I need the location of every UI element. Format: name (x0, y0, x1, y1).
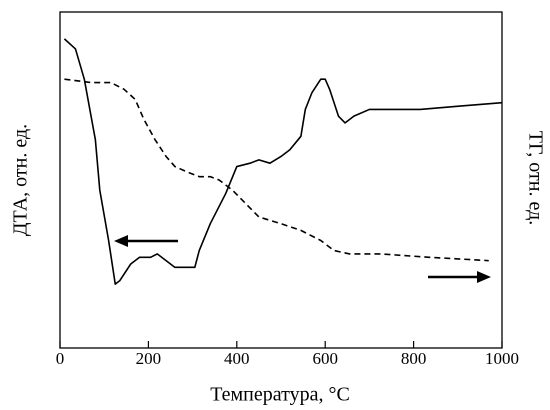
series-line (64, 78, 489, 262)
x-axis-label: Температура, °C (210, 384, 350, 406)
x-tick-label: 800 (401, 349, 427, 368)
x-tick-label: 600 (312, 349, 338, 368)
x-tick-label: 0 (56, 349, 65, 368)
y2-axis-label: ТГ, отн. ед. (524, 131, 546, 226)
plot-frame (59, 11, 503, 349)
series-line (63, 38, 503, 285)
left-arrow (114, 235, 178, 247)
x-tick-label: 400 (224, 349, 250, 368)
right-arrow (428, 271, 491, 283)
x-tick-label: 200 (136, 349, 162, 368)
x-tick-label: 1000 (485, 349, 519, 368)
y-axis-label: ДТА, отн. ед. (10, 124, 32, 236)
